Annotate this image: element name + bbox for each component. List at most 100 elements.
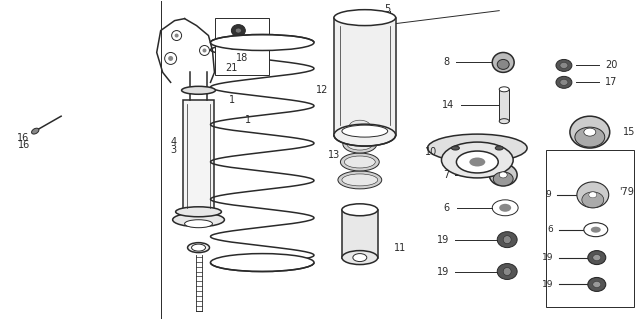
Ellipse shape	[499, 172, 507, 178]
Ellipse shape	[451, 146, 459, 150]
Ellipse shape	[188, 243, 210, 252]
Ellipse shape	[499, 204, 511, 212]
Ellipse shape	[342, 125, 388, 137]
Ellipse shape	[199, 45, 210, 55]
Text: 1: 1	[245, 115, 251, 125]
Ellipse shape	[497, 232, 517, 248]
Text: 16: 16	[17, 133, 29, 143]
Ellipse shape	[231, 25, 245, 36]
Text: 12: 12	[316, 85, 328, 95]
Ellipse shape	[344, 156, 375, 168]
Ellipse shape	[493, 172, 513, 186]
Ellipse shape	[31, 128, 39, 134]
Ellipse shape	[456, 151, 498, 173]
Text: 5: 5	[385, 4, 391, 14]
Ellipse shape	[334, 124, 396, 146]
Ellipse shape	[173, 213, 224, 227]
Ellipse shape	[560, 62, 568, 68]
Ellipse shape	[556, 60, 572, 71]
Ellipse shape	[499, 119, 509, 124]
Ellipse shape	[181, 86, 215, 94]
Ellipse shape	[591, 227, 601, 233]
Ellipse shape	[492, 200, 518, 216]
Bar	[183, 100, 215, 212]
Ellipse shape	[577, 182, 609, 208]
Text: 21: 21	[226, 63, 238, 73]
Ellipse shape	[499, 87, 509, 92]
Ellipse shape	[342, 204, 378, 216]
Ellipse shape	[235, 28, 242, 33]
Ellipse shape	[229, 44, 240, 50]
Text: 16: 16	[18, 140, 31, 150]
Ellipse shape	[192, 244, 206, 251]
Ellipse shape	[489, 164, 517, 186]
Bar	[334, 18, 396, 135]
Bar	[499, 89, 509, 121]
Ellipse shape	[176, 207, 222, 217]
Ellipse shape	[203, 49, 206, 52]
Text: '79: '79	[619, 187, 634, 197]
Ellipse shape	[503, 268, 511, 276]
Ellipse shape	[338, 171, 381, 189]
Text: 15: 15	[622, 127, 635, 137]
Ellipse shape	[492, 52, 514, 72]
Ellipse shape	[497, 264, 517, 279]
Ellipse shape	[556, 76, 572, 88]
Text: 3: 3	[171, 145, 176, 155]
Text: 7: 7	[443, 170, 449, 180]
Ellipse shape	[334, 10, 396, 26]
Ellipse shape	[165, 52, 176, 64]
Text: 20: 20	[604, 60, 617, 70]
Text: 6: 6	[547, 225, 553, 234]
Ellipse shape	[350, 120, 370, 132]
Ellipse shape	[503, 236, 511, 244]
Ellipse shape	[168, 56, 173, 61]
Ellipse shape	[589, 192, 597, 198]
Ellipse shape	[560, 79, 568, 85]
Text: 19: 19	[437, 235, 449, 245]
Text: 6: 6	[443, 203, 449, 213]
Text: 19: 19	[437, 267, 449, 276]
Bar	[546, 150, 634, 307]
Ellipse shape	[588, 277, 606, 292]
Ellipse shape	[343, 135, 377, 153]
Ellipse shape	[584, 223, 608, 237]
Ellipse shape	[593, 282, 601, 287]
Ellipse shape	[584, 128, 596, 136]
Ellipse shape	[575, 127, 604, 147]
Ellipse shape	[174, 34, 179, 37]
Text: 18: 18	[236, 53, 249, 63]
Ellipse shape	[442, 142, 513, 178]
Ellipse shape	[470, 157, 485, 166]
Ellipse shape	[570, 116, 610, 148]
Text: 4: 4	[171, 137, 176, 147]
Text: 19: 19	[541, 253, 553, 262]
Ellipse shape	[341, 153, 379, 171]
Ellipse shape	[210, 35, 314, 51]
Ellipse shape	[495, 146, 503, 150]
Text: 10: 10	[425, 147, 438, 157]
Text: 11: 11	[394, 243, 406, 252]
Ellipse shape	[342, 251, 378, 265]
Bar	[215, 18, 269, 76]
Ellipse shape	[582, 192, 604, 208]
Ellipse shape	[185, 220, 212, 228]
Ellipse shape	[210, 253, 314, 271]
Text: 19: 19	[541, 280, 553, 289]
Ellipse shape	[593, 255, 601, 260]
Text: 1: 1	[229, 95, 235, 105]
Ellipse shape	[427, 134, 527, 162]
Bar	[342, 210, 378, 258]
Ellipse shape	[588, 251, 606, 265]
Text: 8: 8	[443, 57, 449, 68]
Text: 17: 17	[604, 77, 617, 87]
Text: 13: 13	[328, 150, 340, 160]
Ellipse shape	[172, 31, 181, 41]
Text: 9: 9	[545, 190, 551, 199]
Ellipse shape	[346, 117, 374, 135]
Ellipse shape	[342, 174, 378, 186]
Ellipse shape	[353, 253, 367, 261]
Text: 2: 2	[385, 12, 391, 23]
Text: 14: 14	[442, 100, 454, 110]
Ellipse shape	[347, 138, 373, 150]
